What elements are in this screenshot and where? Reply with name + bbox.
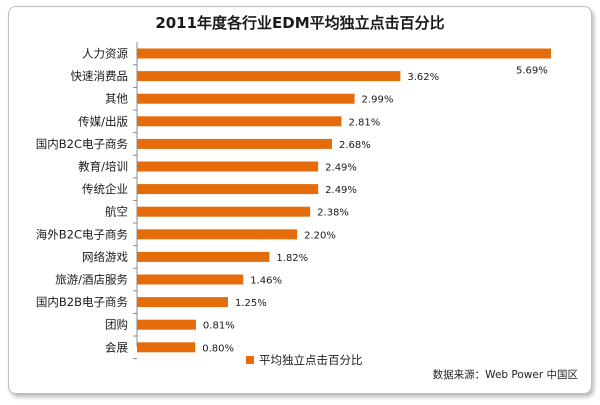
category-label: 网络游戏 [82, 250, 128, 264]
value-label: 1.25% [235, 298, 267, 309]
value-label: 5.69% [516, 66, 548, 77]
value-label: 1.82% [276, 253, 308, 264]
bar-4 [137, 138, 332, 149]
category-label: 快速消费品 [71, 69, 129, 83]
value-label: 0.80% [202, 343, 234, 354]
legend-swatch [246, 356, 254, 364]
bar-1 [137, 71, 401, 82]
value-label: 2.38% [317, 208, 349, 219]
category-label: 航空 [105, 205, 128, 219]
category-label: 会展 [105, 340, 128, 354]
bar-8 [137, 229, 298, 240]
bar-2 [137, 93, 355, 104]
category-label: 海外B2C电子商务 [36, 227, 129, 241]
bars-group: 人力资源 5.69% 快速消费品 3.62% 其他 2.99% 传媒/出版 2.81% 国内B2… [36, 47, 551, 360]
value-label: 2.20% [304, 230, 336, 241]
chart-title: 2011年度各行业EDM平均独立点击百分比 [155, 14, 445, 32]
value-label: 1.46% [250, 276, 282, 287]
bar-0 [137, 48, 551, 59]
value-label: 3.62% [407, 72, 439, 83]
category-label: 国内B2C电子商务 [36, 137, 129, 151]
value-label: 2.68% [339, 140, 371, 151]
value-label: 2.49% [325, 163, 357, 174]
chart-frame [8, 6, 592, 394]
legend-label: 平均独立点击百分比 [259, 353, 363, 367]
category-label: 国内B2B电子商务 [36, 295, 129, 309]
category-label: 教育/培训 [78, 160, 128, 174]
value-label: 0.81% [203, 321, 235, 332]
category-label: 传统企业 [82, 182, 128, 196]
value-label: 2.99% [362, 95, 394, 106]
category-label: 传媒/出版 [78, 114, 128, 128]
bar-12 [137, 319, 196, 330]
value-label: 2.49% [325, 185, 357, 196]
category-label: 旅游/酒店服务 [55, 273, 128, 287]
category-label: 人力资源 [82, 47, 128, 61]
bar-13 [137, 342, 196, 353]
bar-7 [137, 206, 311, 217]
category-label: 其他 [105, 92, 128, 106]
bar-6 [137, 184, 319, 195]
bar-11 [137, 297, 228, 308]
bar-5 [137, 161, 319, 172]
legend: 平均独立点击百分比 [246, 352, 363, 368]
value-label: 2.81% [348, 117, 380, 128]
bar-3 [137, 116, 342, 127]
bar-9 [137, 251, 270, 262]
category-label: 团购 [105, 318, 128, 332]
bar-10 [137, 274, 244, 285]
data-source-note: 数据来源：Web Power 中国区 [432, 369, 578, 381]
